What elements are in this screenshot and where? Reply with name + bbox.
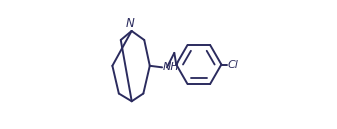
Text: N: N (126, 17, 134, 30)
Text: NH: NH (163, 62, 179, 72)
Text: Cl: Cl (227, 59, 238, 70)
